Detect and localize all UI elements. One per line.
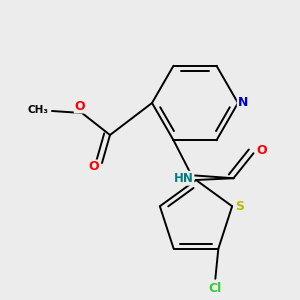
Text: N: N [238, 97, 248, 110]
Text: O: O [89, 160, 99, 173]
Text: O: O [256, 144, 267, 157]
Text: Cl: Cl [209, 282, 222, 295]
Text: S: S [235, 200, 244, 213]
Text: O: O [75, 100, 85, 112]
Text: CH₃: CH₃ [28, 105, 49, 115]
Text: HN: HN [174, 172, 194, 185]
